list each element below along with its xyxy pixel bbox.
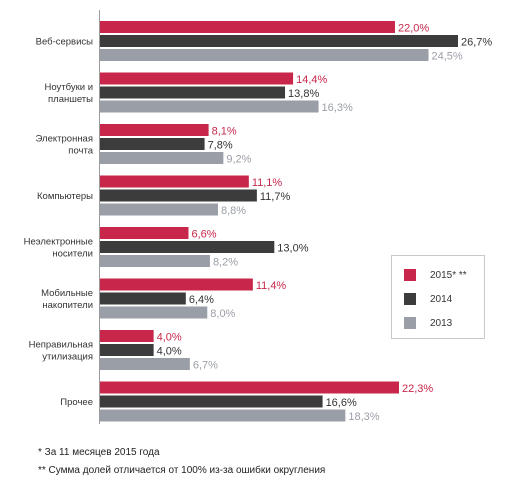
legend: 2015* ** 2014 2013 <box>391 255 485 339</box>
category-label-0: Веб-сервисы <box>36 37 94 48</box>
legend-item-2015: 2015* ** <box>404 269 467 281</box>
bar-2014-6 <box>100 344 154 356</box>
category-label-line: Веб-сервисы <box>36 37 94 48</box>
bar-2015-4 <box>100 227 189 239</box>
value-label-2013-7: 18,3% <box>348 411 379 423</box>
value-label-2014-4: 13,0% <box>277 243 308 255</box>
category-label-line: Электронная <box>36 134 93 145</box>
value-label-2015-7: 22,3% <box>402 383 433 395</box>
category-label-line: утилизация <box>42 352 93 363</box>
bar-2014-4 <box>100 241 275 253</box>
value-label-2014-5: 6,4% <box>189 294 214 306</box>
value-label-2013-6: 6,7% <box>193 360 218 372</box>
bar-2015-3 <box>100 175 249 188</box>
bar-2015-2 <box>100 124 209 136</box>
category-labels: Веб-сервисы Ноутбуки и планшеты Электронная… <box>24 37 94 409</box>
bar-2013-2 <box>100 152 224 164</box>
value-label-2015-5: 11,4% <box>256 280 287 292</box>
bar-2014-3 <box>100 189 257 202</box>
legend-swatch-2013 <box>404 317 416 329</box>
bar-2015-5 <box>100 278 253 291</box>
value-label-2014-3: 11,7% <box>260 191 291 203</box>
value-label-2015-1: 14,4% <box>296 74 327 86</box>
value-label-2015-0: 22,0% <box>398 23 429 35</box>
bar-2013-7 <box>100 409 346 422</box>
category-label-line: Компьютеры <box>37 191 93 202</box>
bar-2015-6 <box>100 330 154 342</box>
value-label-2014-2: 7,8% <box>208 140 233 152</box>
value-label-2014-1: 13,8% <box>288 88 319 100</box>
value-label-2015-2: 8,1% <box>212 126 237 138</box>
category-label-line: носители <box>52 249 93 260</box>
bar-2015-7 <box>100 381 400 394</box>
category-label-3: Компьютеры <box>37 191 93 202</box>
category-label-2: Электронная почта <box>36 134 94 157</box>
category-label-line: почта <box>68 146 93 157</box>
value-label-2015-3: 11,1% <box>252 177 283 189</box>
category-label-6: Неправильная утилизация <box>29 340 93 363</box>
bar-2013-0 <box>100 49 429 61</box>
value-label-2013-5: 8,0% <box>210 308 235 320</box>
value-label-2014-6: 4,0% <box>157 346 182 358</box>
bar-2014-7 <box>100 395 323 408</box>
footnote-1: * За 11 месяцев 2015 года <box>38 447 160 458</box>
bar-2015-0 <box>100 21 395 33</box>
value-label-2013-4: 8,2% <box>213 257 238 269</box>
bar-2013-5 <box>100 306 208 319</box>
legend-swatch-2015 <box>404 269 416 281</box>
bar-2014-0 <box>100 35 458 47</box>
footnote-2: ** Сумма долей отличается от 100% из-за … <box>38 465 326 476</box>
value-label-2014-7: 16,6% <box>326 397 357 409</box>
category-label-line: планшеты <box>48 94 93 105</box>
bars-group: 22,0% 26,7% 24,5% 14,4% 13,8%16,3% 8,1% 7,8% 9,… <box>100 21 492 423</box>
category-label-7: Прочее <box>60 397 93 408</box>
legend-item-2013: 2013 <box>404 317 452 329</box>
bar-2013-3 <box>100 203 218 216</box>
bar-2014-2 <box>100 138 205 150</box>
value-label-2013-0: 24,5% <box>432 51 463 63</box>
legend-label-2014: 2014 <box>430 293 453 305</box>
legend-label-2015: 2015* ** <box>430 269 467 281</box>
value-label-2013-2: 9,2% <box>226 154 251 166</box>
value-label-2015-6: 4,0% <box>157 332 182 344</box>
category-label-line: Неэлектронные <box>24 237 93 248</box>
category-label-line: накопители <box>42 300 93 311</box>
category-label-4: Неэлектронные носители <box>24 237 93 260</box>
value-label-2015-4: 6,6% <box>191 229 216 241</box>
category-label-line: Ноутбуки и <box>44 82 93 93</box>
bar-2014-1 <box>100 86 286 99</box>
category-label-line: Мобильные <box>41 288 93 299</box>
category-label-1: Ноутбуки и планшеты <box>44 82 93 105</box>
category-label-5: Мобильные накопители <box>41 288 93 311</box>
footnotes: * За 11 месяцев 2015 года ** Сумма долей… <box>38 444 325 480</box>
bar-2014-5 <box>100 292 186 305</box>
legend-item-2014: 2014 <box>404 293 452 305</box>
bar-2013-1 <box>100 100 319 113</box>
bar-2013-4 <box>100 255 210 267</box>
legend-label-2013: 2013 <box>430 317 453 329</box>
value-label-2013-1: 16,3% <box>322 102 353 114</box>
category-label-line: Прочее <box>60 397 93 408</box>
value-label-2013-3: 8,8% <box>221 205 246 217</box>
bar-2015-1 <box>100 72 294 85</box>
bar-2013-6 <box>100 358 190 370</box>
legend-swatch-2014 <box>404 293 416 305</box>
value-label-2014-0: 26,7% <box>461 37 492 49</box>
category-label-line: Неправильная <box>29 340 93 351</box>
